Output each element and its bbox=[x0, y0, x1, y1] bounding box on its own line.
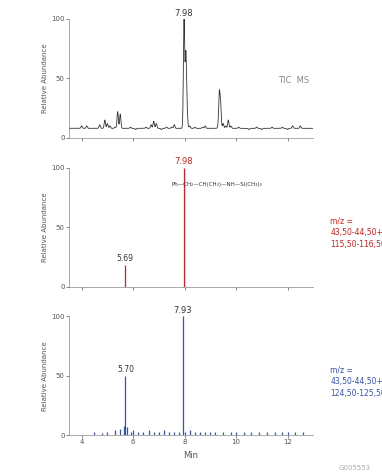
Text: m/z =
43,50-44,50+
124,50-125,50: m/z = 43,50-44,50+ 124,50-125,50 bbox=[330, 365, 382, 398]
Text: 7.98: 7.98 bbox=[175, 9, 193, 18]
Text: 5.70: 5.70 bbox=[117, 365, 134, 374]
X-axis label: Min: Min bbox=[183, 451, 199, 460]
Text: G005553: G005553 bbox=[338, 464, 371, 471]
Text: 5.69: 5.69 bbox=[117, 254, 134, 263]
Text: 7.93: 7.93 bbox=[173, 306, 192, 315]
Y-axis label: Relative Abundance: Relative Abundance bbox=[42, 44, 48, 113]
Text: m/z =
43,50-44,50+
115,50-116,50: m/z = 43,50-44,50+ 115,50-116,50 bbox=[330, 217, 382, 249]
Text: 7.98: 7.98 bbox=[175, 158, 193, 166]
Y-axis label: Relative Abundance: Relative Abundance bbox=[42, 192, 48, 262]
Text: TIC  MS: TIC MS bbox=[278, 76, 309, 85]
Text: Ph—CH₂—CH(CH₃)—NH—Si(CH₃)₃: Ph—CH₂—CH(CH₃)—NH—Si(CH₃)₃ bbox=[172, 182, 262, 187]
Y-axis label: Relative Abundance: Relative Abundance bbox=[42, 341, 48, 411]
